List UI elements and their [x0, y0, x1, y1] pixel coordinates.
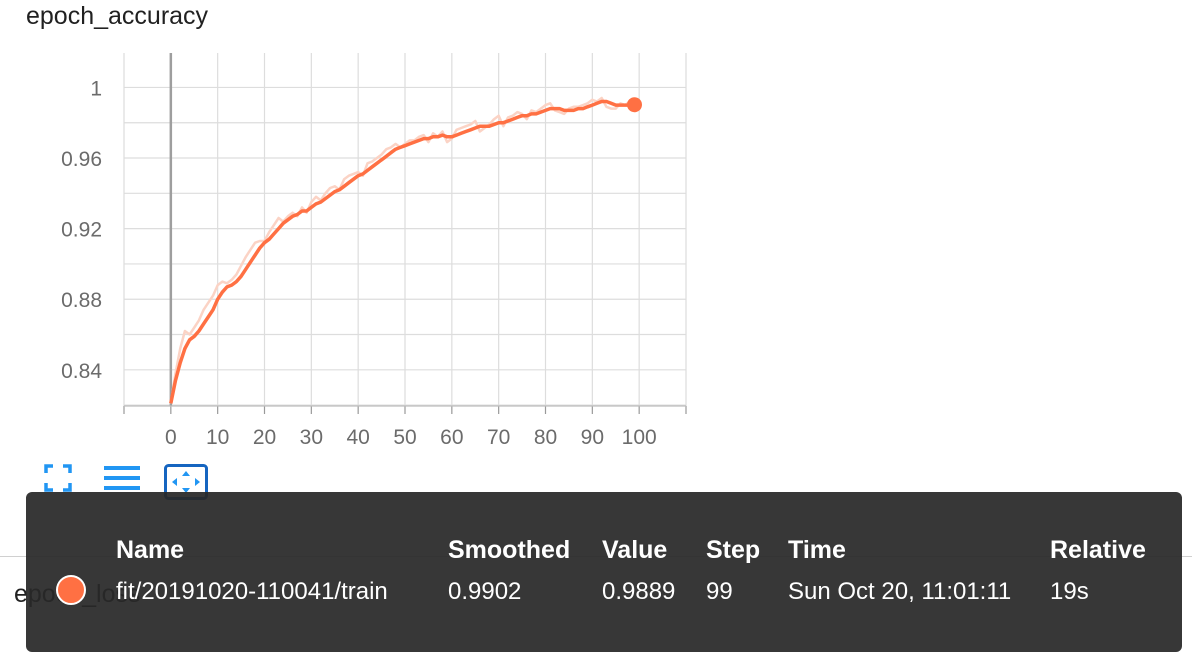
x-tick-label: 0 [165, 426, 177, 449]
series-color-swatch [56, 575, 86, 605]
chart-tooltip: Name Smoothed Value Step Time Relative f… [26, 492, 1182, 652]
hover-point[interactable] [626, 97, 642, 113]
x-tick-label: 60 [440, 426, 463, 449]
smoothed-series-line [169, 99, 635, 404]
x-tick-label: 100 [622, 426, 657, 449]
x-tick-label: 90 [581, 426, 604, 449]
y-tick-label: 0.92 [61, 219, 102, 242]
x-tick-label: 70 [487, 426, 510, 449]
x-tick-label: 40 [346, 426, 369, 449]
x-tick-label: 80 [534, 426, 557, 449]
card-title: epoch_accuracy [26, 2, 209, 30]
x-tick-label: 50 [393, 426, 416, 449]
header-time: Time [788, 536, 846, 564]
header-relative: Relative [1050, 536, 1146, 564]
chart-grid [123, 53, 687, 414]
x-tick-label: 10 [206, 426, 229, 449]
row-time: Sun Oct 20, 11:01:11 [788, 578, 1012, 605]
y-tick-label: 0.88 [61, 289, 102, 312]
row-step: 99 [706, 578, 733, 605]
header-smoothed: Smoothed [448, 536, 571, 564]
y-tick-label: 0.84 [61, 360, 102, 383]
header-name: Name [116, 536, 185, 564]
raw-series-layer [169, 96, 636, 404]
x-tick-label: 20 [253, 426, 276, 449]
y-tick-label: 0.96 [61, 148, 102, 171]
x-tick-label: 30 [300, 426, 323, 449]
fullscreen-icon[interactable] [44, 464, 72, 497]
tick-labels: 0 10 20 30 40 50 60 70 80 90 100 0.84 0.88 0.92 0.96 1 [61, 77, 657, 449]
raw-series-line [169, 96, 636, 404]
y-tick-label: 1 [90, 77, 102, 100]
accuracy-chart[interactable]: 0 10 20 30 40 50 60 70 80 90 100 0.84 0.88 0.92 0.96 1 [0, 0, 700, 460]
row-name: fit/20191020-110041/train [116, 578, 388, 605]
row-smoothed: 0.9902 [448, 578, 522, 605]
row-relative: 19s [1050, 578, 1089, 605]
header-step: Step [706, 536, 761, 564]
smoothed-series-layer [169, 97, 642, 404]
header-value: Value [602, 536, 668, 564]
log-scale-icon[interactable] [104, 464, 140, 497]
row-value: 0.9889 [602, 578, 676, 605]
